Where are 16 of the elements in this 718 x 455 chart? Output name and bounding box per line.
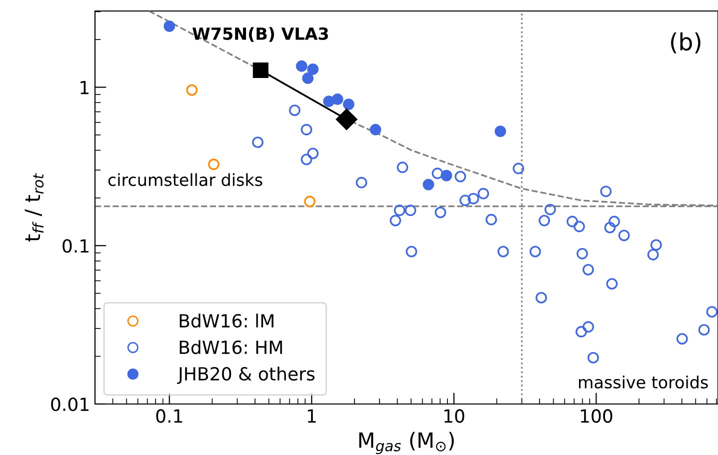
legend-label: BdW16: HM (180, 340, 282, 354)
y-tick-label: 1 (80, 80, 88, 94)
x-tick-label: 1 (308, 409, 316, 423)
x-axis-title: M$_{gas}$ (M$_{⊙}$) (359, 432, 454, 454)
x-tick-label: 10 (444, 409, 464, 423)
x-tick-label: 0.1 (156, 409, 182, 423)
legend-label: JHB20 & others (177, 366, 315, 384)
annotation: (b) (671, 32, 700, 54)
x-tick-label: 100 (580, 409, 612, 423)
annotation: W75N(B) VLA3 (192, 27, 328, 42)
annotation: massive toroids (579, 376, 708, 389)
annotation: circumstellar disks (108, 173, 262, 186)
legend-label: BdW16: lM (180, 314, 274, 328)
y-axis-title: t$_{ff}$ / t$_{rot}$ (24, 173, 44, 242)
y-tick-label: 0.1 (62, 239, 88, 253)
y-tick-label: 0.01 (51, 397, 88, 412)
